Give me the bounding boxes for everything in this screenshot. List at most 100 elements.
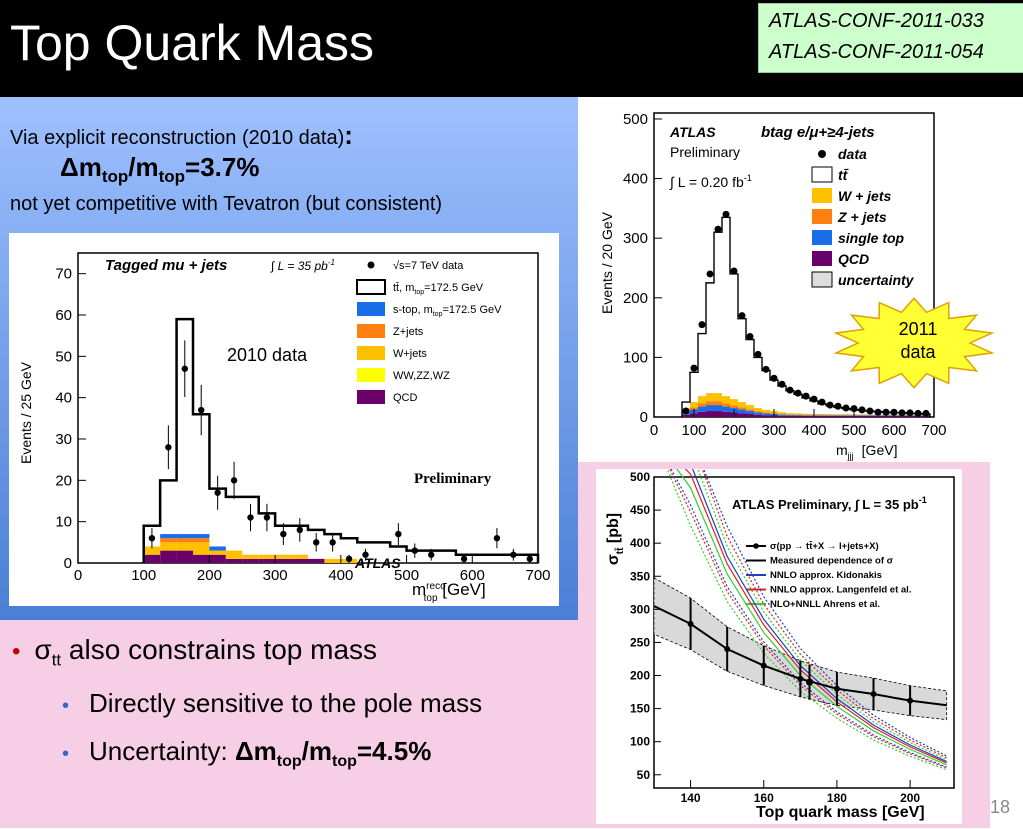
left-data-point bbox=[313, 539, 319, 545]
rt-stack-bar bbox=[834, 415, 842, 416]
left-ytick-label: 40 bbox=[55, 390, 72, 407]
rb-point bbox=[761, 663, 767, 669]
rt-legend-label: tt̄ bbox=[838, 167, 849, 183]
rt-stack-bar bbox=[730, 399, 738, 405]
left-legend-swatch bbox=[357, 390, 385, 404]
rt-data-point bbox=[835, 403, 842, 410]
bullet-main: •σtt also constrains top mass bbox=[12, 634, 377, 671]
left-stack-bar bbox=[193, 555, 209, 563]
rb-point bbox=[797, 676, 803, 682]
left-xtick-label: 0 bbox=[74, 567, 82, 584]
left-stack-bar bbox=[160, 542, 176, 550]
rt-stack-bar bbox=[682, 415, 690, 417]
rt-stack-bar bbox=[778, 415, 786, 416]
left-stack-bar bbox=[275, 555, 291, 559]
rt-stack-bar bbox=[786, 413, 794, 414]
left-data-point bbox=[182, 366, 188, 372]
left-ytick-label: 0 bbox=[64, 555, 72, 572]
rt-data-point bbox=[867, 408, 874, 415]
rt-data-point bbox=[691, 365, 698, 372]
cross-section-plot-svg: σtt̄ [pb] ATLAS Preliminary, ∫ L = 35 pb… bbox=[596, 469, 962, 824]
rt-stack-bar bbox=[706, 405, 714, 411]
rb-ytick-label: 250 bbox=[630, 635, 650, 649]
rt-stack-bar bbox=[698, 396, 706, 403]
rt-legend-swatch bbox=[812, 230, 832, 245]
left-stack-bar bbox=[308, 559, 324, 563]
rt-xtick-label: 400 bbox=[801, 422, 826, 439]
left-xtick-label: 200 bbox=[197, 567, 222, 584]
rb-ytick-label: 100 bbox=[630, 735, 650, 749]
resolution-formula: Δmtop/mtop=3.7% bbox=[60, 152, 259, 187]
star-text-1: 2011 bbox=[899, 319, 938, 339]
rt-legend-swatch bbox=[812, 167, 832, 182]
left-stack bbox=[144, 319, 538, 563]
rt-data-point bbox=[923, 410, 930, 417]
rb-xtick-label: 200 bbox=[900, 791, 920, 805]
rt-data-point bbox=[827, 402, 834, 409]
rt-stack-bar bbox=[794, 415, 802, 416]
left-data-point bbox=[214, 490, 220, 496]
rt-stack-bar bbox=[754, 411, 762, 412]
rt-stack-bar bbox=[698, 412, 706, 417]
left-stack-bar bbox=[177, 551, 193, 563]
left-data-point bbox=[461, 556, 467, 562]
rt-stack-bar bbox=[866, 416, 874, 417]
rt-channel: btag e/μ+≥4-jets bbox=[761, 124, 875, 141]
rb-ytick-label: 500 bbox=[630, 470, 650, 484]
rb-legend: σ(pp → tt̄+X → l+jets+X)Measured depende… bbox=[746, 541, 911, 610]
rt-stack-bar bbox=[706, 402, 714, 406]
left-stack-bar bbox=[324, 559, 340, 563]
rt-stack-bar bbox=[794, 413, 802, 414]
rb-legend-label: NNLO approx. Kidonakis bbox=[770, 570, 882, 581]
rt-data-point bbox=[763, 366, 770, 373]
left-annotation: 2010 data bbox=[227, 345, 308, 365]
rt-stack-bar bbox=[826, 415, 834, 416]
rb-ytick-label: 200 bbox=[630, 669, 650, 683]
rt-stack-bar bbox=[762, 413, 770, 415]
rt-stack-bar bbox=[802, 414, 810, 415]
rt-ytick-label: 500 bbox=[623, 111, 648, 128]
rt-stack-bar bbox=[778, 416, 786, 417]
rt-legend-label: QCD bbox=[838, 251, 869, 267]
rt-data-point bbox=[779, 381, 786, 388]
left-lumi: ∫ L = 35 pb-1 bbox=[270, 258, 335, 273]
left-ttbar-line bbox=[144, 319, 538, 563]
left-legend-label: Z+jets bbox=[393, 326, 424, 338]
cross-section-plot: σtt̄ [pb] ATLAS Preliminary, ∫ L = 35 pb… bbox=[596, 469, 962, 824]
rt-stack-bar bbox=[842, 416, 850, 417]
rt-stack-bar bbox=[842, 415, 850, 416]
rt-stack-bar bbox=[834, 416, 842, 417]
right-top-histogram-svg: Events / 20 GeV ATLAS Preliminary btag e… bbox=[598, 103, 958, 461]
left-ytick-label: 10 bbox=[55, 514, 72, 531]
rb-measured-point bbox=[806, 679, 813, 686]
left-data-point bbox=[198, 407, 204, 413]
rt-legend-label: Z + jets bbox=[837, 209, 887, 225]
rb-ytick-label: 50 bbox=[637, 768, 651, 782]
rt-stack-bar bbox=[730, 405, 738, 408]
rt-xtick-label: 0 bbox=[650, 422, 658, 439]
rt-xtick-label: 700 bbox=[921, 422, 946, 439]
rt-stack-bar bbox=[794, 416, 802, 417]
rt-data-point bbox=[883, 409, 890, 416]
rt-data-point bbox=[803, 393, 810, 400]
rt-data-point bbox=[787, 387, 794, 394]
rt-stack-bar bbox=[802, 416, 810, 417]
rt-stack-bar bbox=[762, 412, 770, 413]
rt-stack-bar bbox=[722, 412, 730, 417]
rt-ytick-label: 0 bbox=[640, 409, 648, 426]
left-ytick-label: 20 bbox=[55, 472, 72, 489]
rt-stack-bar bbox=[778, 412, 786, 414]
left-ytick-label: 50 bbox=[55, 348, 72, 365]
rt-stack-bar bbox=[794, 414, 802, 415]
rt-stack-bar bbox=[722, 396, 730, 403]
rt-data-point bbox=[747, 333, 754, 340]
rt-stack-bar bbox=[714, 411, 722, 417]
left-stack-bar bbox=[259, 559, 275, 563]
rt-stack-bar bbox=[826, 415, 834, 416]
left-legend-swatch bbox=[357, 302, 385, 316]
rt-data-point bbox=[707, 270, 714, 277]
rt-stack-bar bbox=[738, 413, 746, 417]
left-legend-label: tt̄, mtop=172.5 GeV bbox=[393, 282, 484, 296]
rt-stack-bar bbox=[778, 414, 786, 415]
rt-xlabel: mjjj[GeV] bbox=[836, 442, 897, 461]
